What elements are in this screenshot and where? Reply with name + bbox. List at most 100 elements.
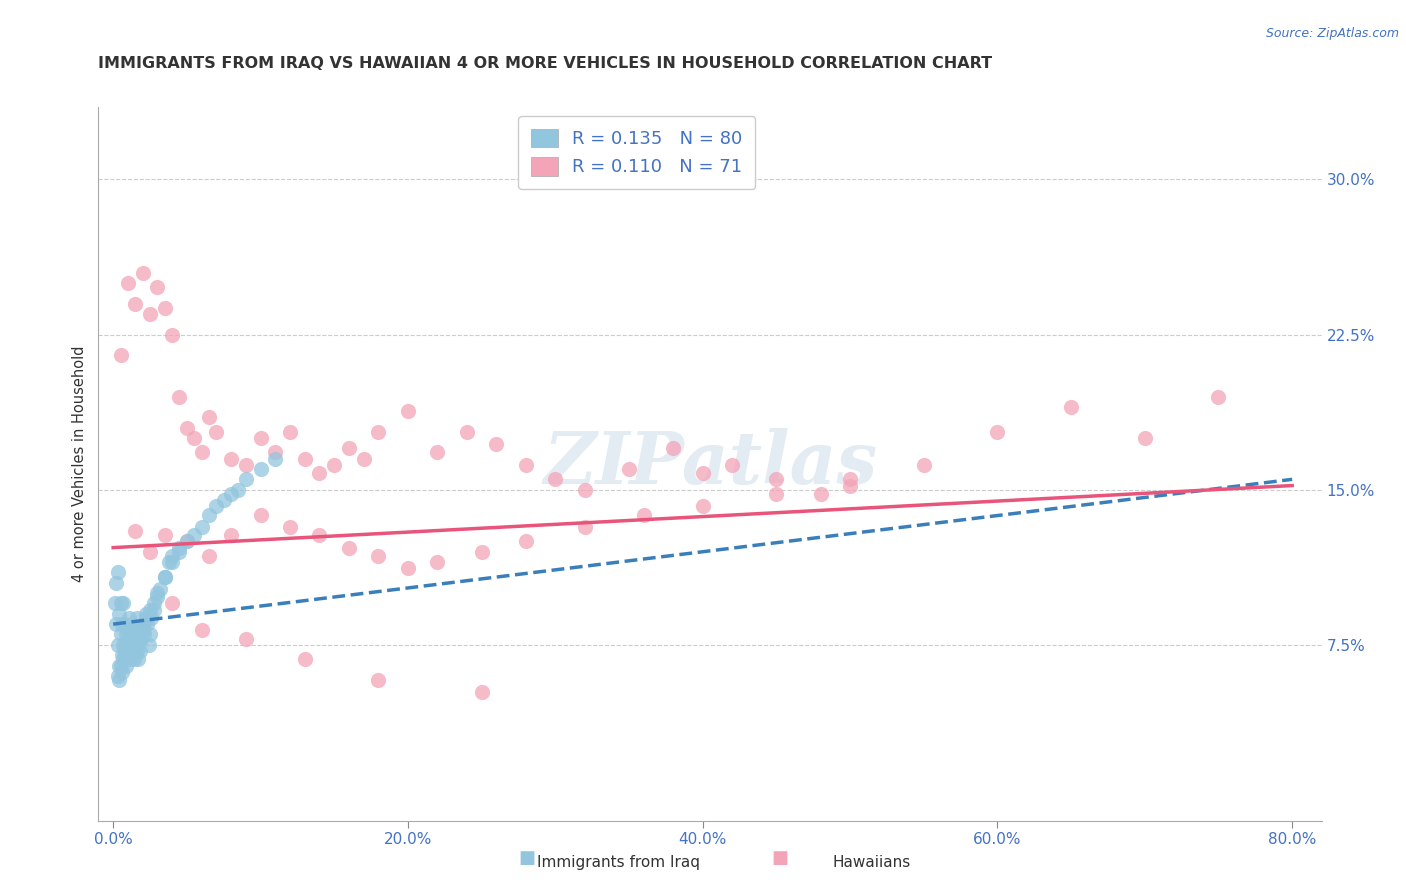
- Point: [160, 555, 183, 569]
- Point: [219, 487, 242, 501]
- Point: [107, 669, 129, 683]
- Point: [117, 276, 139, 290]
- Point: [249, 462, 271, 476]
- Point: [129, 632, 152, 646]
- Point: [139, 627, 162, 641]
- Point: [111, 665, 134, 679]
- Point: [124, 644, 146, 658]
- Point: [765, 487, 787, 501]
- Point: [110, 597, 132, 611]
- Point: [125, 644, 148, 658]
- Point: [153, 301, 176, 315]
- Point: [138, 638, 160, 652]
- Point: [249, 431, 271, 445]
- Text: Immigrants from Iraq: Immigrants from Iraq: [537, 855, 700, 870]
- Point: [235, 458, 257, 472]
- Point: [1133, 431, 1156, 445]
- Point: [308, 528, 330, 542]
- Point: [110, 658, 132, 673]
- Point: [135, 611, 157, 625]
- Point: [471, 545, 494, 559]
- Text: Source: ZipAtlas.com: Source: ZipAtlas.com: [1265, 27, 1399, 40]
- Point: [212, 493, 235, 508]
- Point: [125, 638, 148, 652]
- Point: [323, 458, 346, 472]
- Point: [219, 528, 242, 542]
- Point: [117, 644, 139, 658]
- Point: [219, 451, 242, 466]
- Point: [120, 638, 142, 652]
- Point: [198, 549, 221, 563]
- Point: [128, 624, 150, 638]
- Point: [108, 658, 131, 673]
- Point: [153, 528, 176, 542]
- Point: [205, 425, 228, 439]
- Text: Hawaiians: Hawaiians: [832, 855, 911, 870]
- Point: [104, 597, 127, 611]
- Point: [662, 442, 685, 456]
- Point: [153, 569, 176, 583]
- Point: [426, 445, 449, 459]
- Point: [111, 617, 134, 632]
- Point: [264, 451, 287, 466]
- Point: [198, 410, 221, 425]
- Point: [131, 624, 153, 638]
- Point: [235, 632, 257, 646]
- Point: [117, 624, 139, 638]
- Point: [114, 648, 136, 662]
- Point: [544, 472, 567, 486]
- Point: [249, 508, 271, 522]
- Point: [107, 566, 129, 580]
- Point: [235, 472, 257, 486]
- Point: [169, 390, 191, 404]
- Point: [839, 478, 862, 492]
- Point: [149, 582, 172, 596]
- Point: [157, 555, 180, 569]
- Point: [139, 545, 162, 559]
- Point: [176, 534, 198, 549]
- Point: [485, 437, 508, 451]
- Point: [396, 404, 419, 418]
- Point: [110, 348, 132, 362]
- Point: [139, 307, 162, 321]
- Point: [131, 617, 153, 632]
- Point: [839, 472, 862, 486]
- Point: [124, 524, 146, 538]
- Point: [692, 466, 714, 480]
- Point: [190, 445, 212, 459]
- Point: [396, 561, 419, 575]
- Point: [117, 648, 139, 662]
- Point: [367, 549, 389, 563]
- Point: [353, 451, 375, 466]
- Point: [135, 607, 157, 621]
- Point: [1060, 400, 1083, 414]
- Point: [114, 617, 136, 632]
- Point: [127, 652, 149, 666]
- Point: [131, 266, 153, 280]
- Point: [367, 425, 389, 439]
- Point: [114, 644, 136, 658]
- Point: [810, 487, 832, 501]
- Point: [426, 555, 449, 569]
- Point: [294, 451, 316, 466]
- Point: [132, 627, 155, 641]
- Point: [765, 472, 787, 486]
- Point: [278, 520, 301, 534]
- Point: [471, 685, 494, 699]
- Point: [176, 534, 198, 549]
- Point: [105, 617, 128, 632]
- Point: [128, 644, 150, 658]
- Point: [515, 458, 537, 472]
- Point: [160, 597, 183, 611]
- Point: [294, 652, 316, 666]
- Point: [143, 602, 166, 616]
- Point: [124, 296, 146, 310]
- Point: [205, 500, 228, 514]
- Point: [131, 617, 153, 632]
- Point: [160, 549, 183, 563]
- Point: [112, 652, 135, 666]
- Point: [169, 541, 191, 555]
- Point: [190, 624, 212, 638]
- Point: [122, 632, 145, 646]
- Point: [183, 431, 205, 445]
